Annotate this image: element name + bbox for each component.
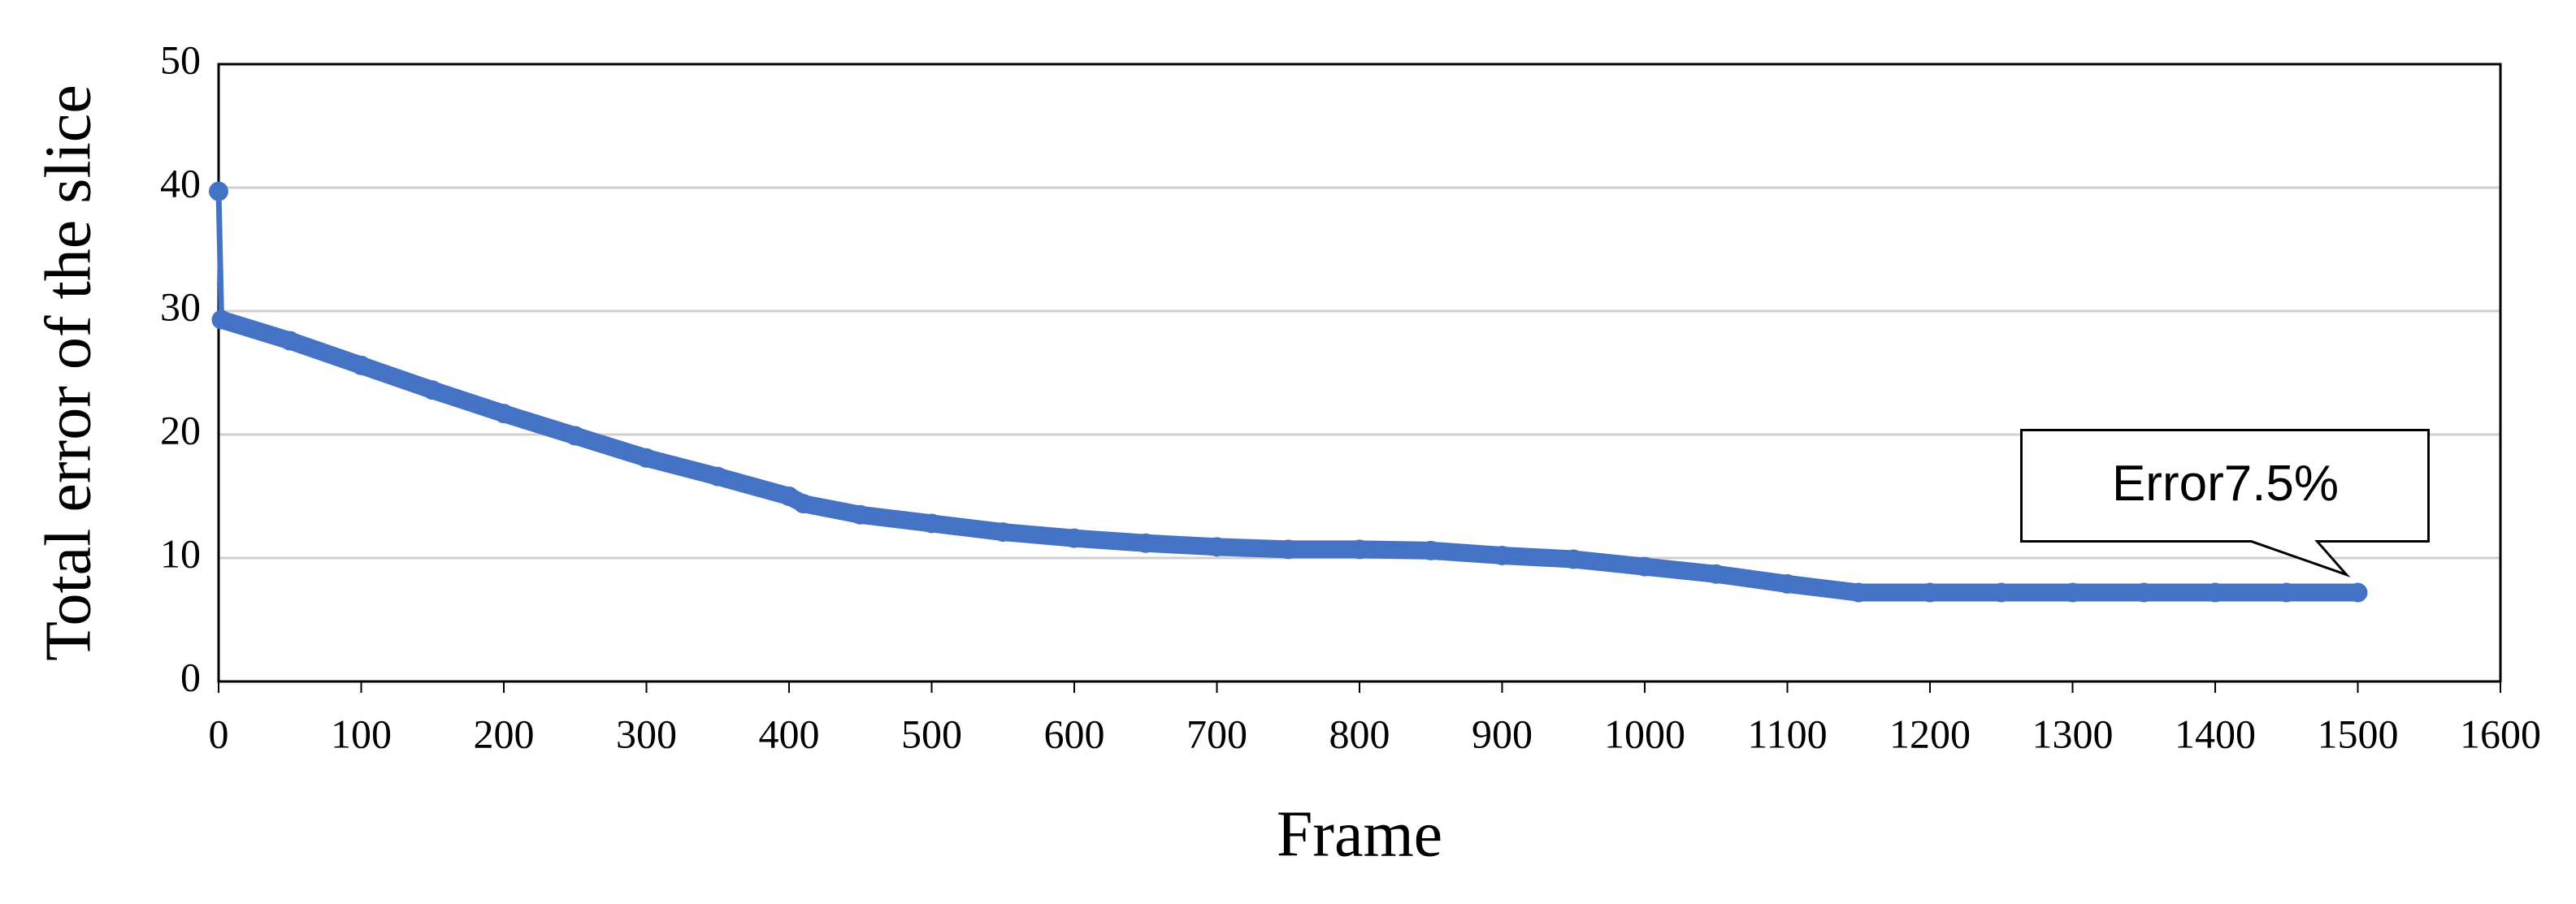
marker: [1563, 549, 1584, 569]
y-tick-label: 50: [160, 37, 201, 82]
marker: [636, 448, 657, 468]
marker: [1920, 582, 1940, 603]
line-segment: [1136, 534, 1226, 556]
y-axis-title: Total error of the slice: [33, 84, 104, 661]
x-tick-label: 1300: [2032, 711, 2114, 756]
marker: [1492, 545, 1512, 565]
line-segment: [280, 331, 371, 374]
marker: [993, 522, 1013, 543]
marker: [850, 504, 870, 525]
marker: [351, 355, 371, 375]
line-segment: [212, 310, 299, 350]
marker: [211, 309, 232, 330]
marker: [1135, 533, 1156, 553]
line-segment: [495, 404, 584, 445]
line-segment: [994, 523, 1083, 547]
line-segment: [1351, 540, 1440, 560]
line-segment: [1636, 557, 1725, 583]
x-tick-label: 1200: [1889, 711, 1971, 756]
marker: [209, 181, 228, 201]
marker: [1420, 540, 1441, 560]
line-segment: [1564, 550, 1654, 576]
marker: [1706, 564, 1726, 584]
y-tick-label: 10: [160, 530, 201, 576]
x-tick-label: 1400: [2175, 711, 2256, 756]
marker: [565, 426, 585, 446]
marker: [423, 380, 443, 400]
x-tick-label: 400: [759, 711, 820, 756]
line-segment: [709, 467, 798, 505]
line-segment: [566, 426, 656, 467]
x-tick-label: 1100: [1747, 711, 1827, 756]
line-segment: [1706, 564, 1797, 593]
line-segment: [1421, 541, 1511, 564]
y-tick-label: 0: [180, 654, 201, 699]
marker: [1635, 556, 1654, 577]
marker: [922, 513, 942, 534]
x-tick-label: 0: [209, 711, 229, 756]
line-segment: [1778, 574, 1868, 602]
marker: [1991, 582, 2011, 603]
x-tick-label: 200: [474, 711, 535, 756]
marker: [2062, 582, 2083, 603]
marker: [2134, 582, 2154, 603]
line-segment: [637, 448, 727, 486]
y-tick-label: 20: [160, 407, 201, 452]
x-axis-title: Frame: [1277, 798, 1442, 870]
marker: [494, 404, 514, 424]
x-tick-label: 700: [1186, 711, 1247, 756]
line-segment: [1208, 538, 1298, 559]
marker: [708, 466, 728, 487]
annotation: Error7.5%: [2112, 456, 2339, 512]
line-segment: [352, 356, 442, 400]
marker: [280, 331, 300, 351]
marker: [2348, 582, 2368, 603]
x-tick-label: 100: [331, 711, 392, 756]
line-segment: [423, 381, 513, 423]
marker: [1065, 528, 1084, 548]
x-tick-label: 900: [1472, 711, 1533, 756]
line-segment: [1065, 529, 1155, 552]
marker: [1849, 582, 1869, 603]
marker: [793, 494, 813, 514]
callout-box: [2020, 429, 2430, 577]
marker: [1350, 539, 1369, 560]
line-segment: [851, 505, 941, 533]
x-tick-label: 1500: [2318, 711, 2399, 756]
x-tick-label: 300: [616, 711, 677, 756]
marker: [1777, 573, 1798, 594]
x-tick-label: 1000: [1604, 711, 1685, 756]
x-tick-label: 500: [901, 711, 962, 756]
marker: [2276, 582, 2296, 603]
x-tick-label: 800: [1329, 711, 1390, 756]
x-tick-label: 600: [1044, 711, 1105, 756]
line-segment: [1493, 546, 1583, 569]
y-tick-label: 40: [160, 160, 201, 205]
marker: [2205, 582, 2225, 603]
y-tick-label: 30: [160, 283, 201, 329]
line-segment: [922, 514, 1013, 542]
marker: [1207, 537, 1227, 557]
plot-frame: [217, 63, 2502, 683]
x-tick-label: 1600: [2460, 711, 2541, 756]
marker: [1278, 539, 1299, 560]
